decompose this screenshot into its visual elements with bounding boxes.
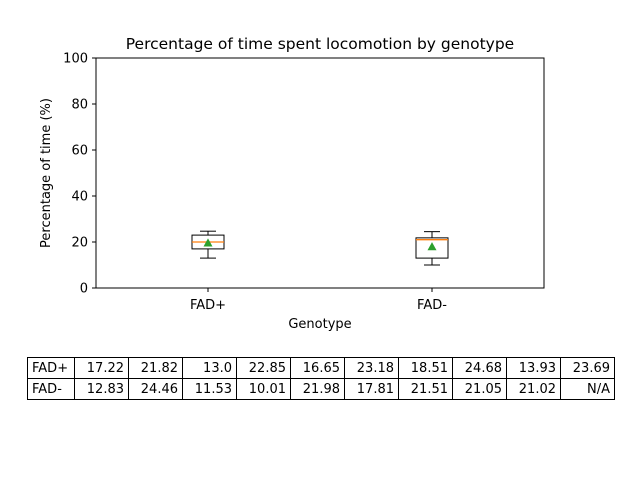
x-tick-label: FAD+ bbox=[190, 298, 226, 313]
table-cell: 21.82 bbox=[128, 357, 183, 379]
table-cell: 17.81 bbox=[344, 378, 399, 400]
x-axis: FAD+ FAD- bbox=[190, 288, 447, 313]
data-table: FAD+ 17.22 21.82 13.0 22.85 16.65 23.18 18.51 24… bbox=[27, 357, 615, 400]
y-axis: 0 20 40 60 80 100 bbox=[63, 52, 96, 297]
table-cell: 21.98 bbox=[290, 378, 345, 400]
table-cell: 11.53 bbox=[182, 378, 237, 400]
table-row: FAD- 12.83 24.46 11.53 10.01 21.98 17.81 21.51 2… bbox=[27, 378, 615, 400]
table-row: FAD+ 17.22 21.82 13.0 22.85 16.65 23.18 18.51 24… bbox=[27, 357, 615, 379]
table-cell: 21.02 bbox=[506, 378, 561, 400]
table-cell: 16.65 bbox=[290, 357, 345, 379]
y-tick-label: 100 bbox=[63, 52, 88, 67]
table-cell: 22.85 bbox=[236, 357, 291, 379]
mean-marker bbox=[427, 242, 437, 251]
y-tick-label: 0 bbox=[80, 282, 88, 297]
y-tick-label: 60 bbox=[71, 144, 88, 159]
x-axis-label: Genotype bbox=[288, 317, 351, 332]
y-tick-label: 40 bbox=[71, 190, 88, 205]
table-cell: 23.18 bbox=[344, 357, 399, 379]
table-cell: 17.22 bbox=[74, 357, 129, 379]
table-cell: N/A bbox=[560, 378, 615, 400]
boxes bbox=[191, 230, 449, 266]
table-cell: 24.46 bbox=[128, 378, 183, 400]
table-cell: 18.51 bbox=[398, 357, 453, 379]
table-row-label: FAD- bbox=[27, 378, 75, 400]
x-tick-label: FAD- bbox=[417, 298, 447, 313]
table-row-label: FAD+ bbox=[27, 357, 75, 379]
chart-title: Percentage of time spent locomotion by g… bbox=[126, 35, 514, 53]
box-plot-chart: Percentage of time spent locomotion by g… bbox=[39, 35, 545, 332]
box-fad- bbox=[191, 230, 225, 259]
table-cell: 21.05 bbox=[452, 378, 507, 400]
table-cell: 23.69 bbox=[560, 357, 615, 379]
mean-marker bbox=[203, 238, 213, 247]
box-fad- bbox=[415, 231, 449, 266]
y-tick-label: 80 bbox=[71, 98, 88, 113]
table-cell: 13.93 bbox=[506, 357, 561, 379]
y-axis-label: Percentage of time (%) bbox=[39, 98, 54, 248]
table-cell: 10.01 bbox=[236, 378, 291, 400]
table-cell: 12.83 bbox=[74, 378, 129, 400]
y-tick-label: 20 bbox=[71, 236, 88, 251]
table-cell: 21.51 bbox=[398, 378, 453, 400]
iqr-box bbox=[415, 237, 449, 259]
table-cell: 13.0 bbox=[182, 357, 237, 379]
plot-area bbox=[95, 57, 545, 289]
table-cell: 24.68 bbox=[452, 357, 507, 379]
